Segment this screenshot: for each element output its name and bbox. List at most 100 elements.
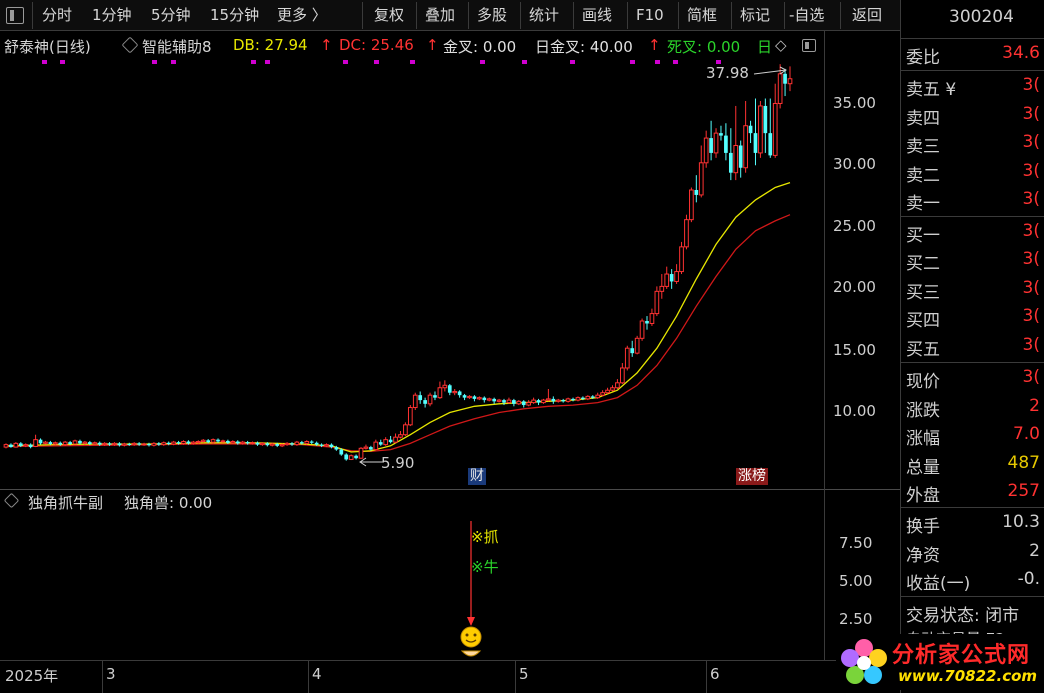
candle xyxy=(186,440,191,445)
candle-body xyxy=(743,125,748,169)
signal-dot xyxy=(343,60,348,64)
candle-body xyxy=(329,444,334,448)
candle xyxy=(52,441,58,446)
candle-body xyxy=(772,102,778,156)
candle-body xyxy=(531,399,536,404)
candle-body xyxy=(506,399,512,404)
candle xyxy=(772,83,778,158)
top-gainers-badge[interactable]: 涨榜 xyxy=(736,468,768,485)
candle xyxy=(58,441,63,446)
fuquan-button[interactable]: 复权 xyxy=(374,6,405,24)
candle xyxy=(639,318,645,341)
dc-arrow-icon: ↑ xyxy=(426,36,439,54)
tab-5min[interactable]: 5分钟 xyxy=(151,6,191,24)
candle xyxy=(245,440,250,445)
price-value: 3( xyxy=(1022,367,1040,387)
toolbar: 分时 1分钟 5分钟 15分钟 更多 〉 复权 叠加 多股 统计 画线 F10 … xyxy=(0,0,900,31)
more-button[interactable]: 更多 〉 xyxy=(277,6,327,24)
candle-body xyxy=(447,385,452,393)
candle-body xyxy=(571,398,575,401)
candle xyxy=(112,442,117,446)
ask3-value: 3( xyxy=(1022,132,1040,152)
price-tick: 25.00 xyxy=(833,217,876,235)
candle-body xyxy=(664,273,670,287)
candle xyxy=(48,440,53,446)
tab-15min[interactable]: 15分钟 xyxy=(210,6,260,24)
back-button[interactable]: 返回 xyxy=(852,6,883,24)
candle-body xyxy=(703,137,709,164)
candle xyxy=(581,396,585,401)
candle xyxy=(768,98,773,158)
candle-body xyxy=(195,441,201,444)
indicator-name[interactable]: 智能辅助8 xyxy=(142,38,212,56)
sub-settings-diamond-icon[interactable] xyxy=(3,492,20,509)
candle xyxy=(427,392,433,407)
candle xyxy=(369,445,373,451)
signal-dot xyxy=(570,60,575,64)
candle-body xyxy=(87,442,92,444)
candle xyxy=(407,405,413,427)
candle-body xyxy=(724,135,728,153)
candle xyxy=(506,397,512,404)
candle xyxy=(753,98,758,166)
candle-body xyxy=(92,442,98,445)
sub-indicator-name[interactable]: 独角抓牛副 xyxy=(28,494,104,512)
candle-body xyxy=(107,443,112,445)
candle xyxy=(151,442,157,447)
statistics-button[interactable]: 统计 xyxy=(529,6,560,24)
earnings-value: -0. xyxy=(1017,569,1040,589)
candle-body xyxy=(275,443,280,446)
smiley-icon xyxy=(460,626,482,657)
candle-body xyxy=(226,440,230,443)
multi-stock-button[interactable]: 多股 xyxy=(477,6,508,24)
candle-body xyxy=(575,397,581,401)
f10-button[interactable]: F10 xyxy=(636,6,664,24)
signal-dot xyxy=(265,60,270,64)
mark-button[interactable]: 标记 xyxy=(740,6,771,24)
signal-dot xyxy=(716,60,721,64)
candle-body xyxy=(728,152,733,173)
signal-dot xyxy=(42,60,47,64)
sub-tick: 5.00 xyxy=(839,572,873,590)
candle-body xyxy=(486,398,492,401)
candle-body xyxy=(620,367,625,384)
ask2-label: 卖二 xyxy=(906,166,940,186)
candle xyxy=(590,395,595,399)
ask4-label: 卖四 xyxy=(906,109,940,129)
candle xyxy=(492,397,496,404)
candle-body xyxy=(719,133,723,136)
candle xyxy=(314,441,319,446)
chart-toggle-icon[interactable] xyxy=(802,39,816,52)
db-arrow-icon: ↑ xyxy=(320,36,333,54)
candle-body xyxy=(127,443,132,445)
candle xyxy=(275,442,280,448)
simple-frame-button[interactable]: 简框 xyxy=(687,6,718,24)
overlay-button[interactable]: 叠加 xyxy=(425,6,456,24)
signal-dot xyxy=(171,60,176,64)
change-label: 涨跌 xyxy=(906,401,940,421)
draw-line-button[interactable]: 画线 xyxy=(582,6,613,24)
finance-badge[interactable]: 财 xyxy=(468,468,486,485)
tab-fenshi[interactable]: 分时 xyxy=(42,6,73,24)
panel-divider[interactable] xyxy=(0,489,900,490)
candle-body xyxy=(561,400,566,402)
candle xyxy=(72,439,78,445)
panel-toggle-icon[interactable] xyxy=(6,7,24,24)
candle-body xyxy=(23,444,29,447)
price-tick: 35.00 xyxy=(833,94,876,112)
candle-body xyxy=(230,441,236,444)
candle-body xyxy=(639,320,645,339)
signal-dot xyxy=(374,60,379,64)
candle xyxy=(363,444,369,450)
golden-cross-value: 金叉: 0.00 xyxy=(443,38,517,56)
tab-1min[interactable]: 1分钟 xyxy=(92,6,132,24)
dc-value: DC: 25.46 xyxy=(339,36,414,54)
remove-favorite-button[interactable]: -自选 xyxy=(789,6,825,24)
change-value: 2 xyxy=(1029,396,1040,416)
date-label: 5 xyxy=(519,665,529,683)
outer-disk-label: 外盘 xyxy=(906,486,940,506)
watermark-logo: 分析家公式网 www.70822.com xyxy=(836,634,1037,690)
chart-title: 舒泰神(日线) xyxy=(4,38,91,56)
candle-body xyxy=(521,401,526,406)
candle-body xyxy=(58,442,63,445)
